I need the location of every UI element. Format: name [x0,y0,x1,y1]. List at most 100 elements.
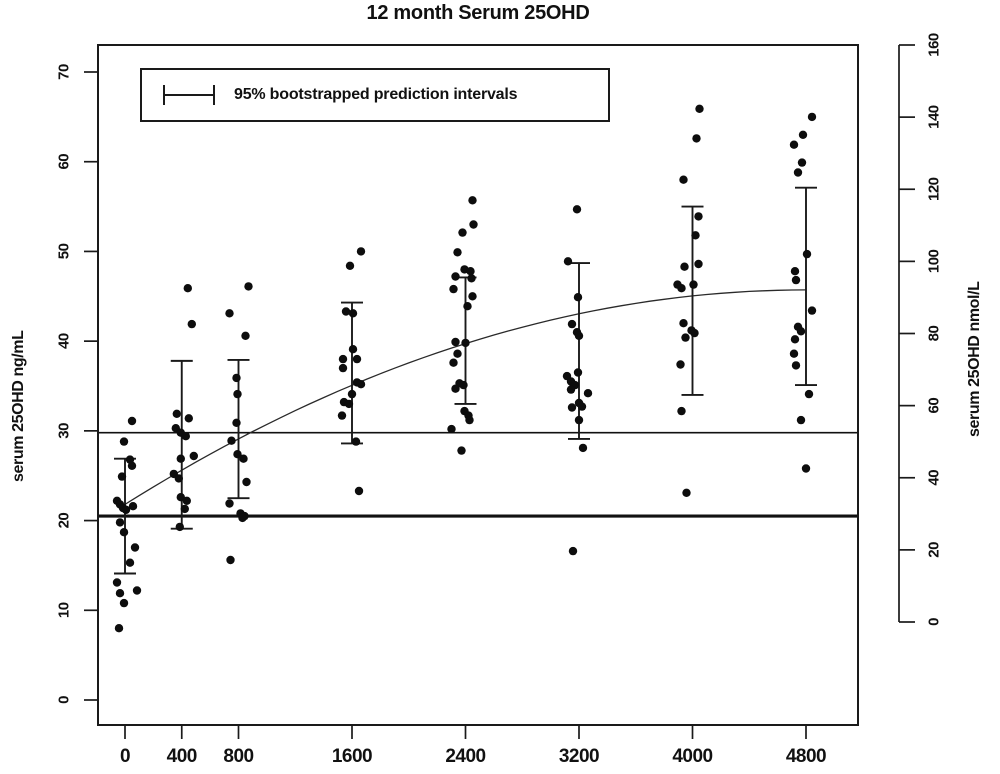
data-point [238,513,247,523]
data-point [467,274,476,283]
data-point [119,528,129,537]
data-point [695,104,704,114]
data-point [681,333,690,342]
data-point [689,280,698,289]
data-point [233,389,242,399]
data-point [341,307,351,316]
data-point [461,338,470,348]
data-point [801,464,811,473]
x-axis-tick-label: 3200 [559,746,599,767]
data-point [132,586,142,595]
data-point [789,140,799,149]
data-point [453,349,462,358]
data-point [791,275,801,285]
data-point [679,175,688,184]
data-point [227,436,236,445]
data-point [680,262,689,271]
x-axis-tick-label: 4800 [786,746,826,767]
data-point [573,293,583,302]
data-point [798,130,808,139]
y-axis-right-tick-label: 140 [926,105,943,129]
data-point [796,415,806,425]
data-point [451,384,460,393]
data-point [225,309,234,318]
data-point [348,309,358,318]
data-point [239,454,248,463]
data-point [789,349,799,358]
y-axis-left-tick-label: 0 [56,696,73,704]
data-point [457,446,466,455]
data-point [463,302,472,311]
data-point [563,257,573,266]
data-point [337,411,347,420]
y-axis-left-tick-label: 40 [56,333,73,349]
x-axis-tick-label: 1600 [332,746,372,767]
chart-title: 12 month Serum 25OHD [366,2,590,24]
data-point [127,461,137,470]
y-axis-left-tick-label: 70 [56,64,73,80]
legend-label: 95% bootstrapped prediction intervals [234,86,518,103]
y-axis-left-tick-label: 50 [56,243,73,259]
data-point [574,331,584,340]
data-point [338,354,348,364]
data-point [112,578,122,587]
legend: 95% bootstrapped prediction intervals [140,68,610,122]
y-axis-right-tick-label: 40 [926,470,943,486]
data-point [690,328,699,338]
data-point [577,402,587,411]
data-point [796,327,806,336]
data-point [121,505,131,514]
y-axis-right-tick-label: 60 [926,398,943,414]
data-point [469,220,478,229]
data-point [691,231,700,240]
y-axis-right-tick-label: 120 [926,177,943,201]
data-point [232,373,241,383]
data-point [573,368,583,377]
data-point [184,414,193,423]
y-axis-left-tick-label: 30 [56,423,73,439]
data-point [453,248,462,257]
data-point [694,212,703,221]
data-point [449,358,458,367]
data-point [128,502,138,511]
y-axis-right-tick-label: 20 [926,542,943,558]
y-axis-left-tick-label: 60 [56,154,73,170]
y-axis-right-tick-label: 80 [926,326,943,342]
data-point [677,284,686,293]
y-axis-left-tick-label: 20 [56,513,73,529]
data-point [354,486,364,496]
data-point [692,134,701,143]
left-axis-title: serum 25OHD ng/mL [10,330,27,482]
data-point [348,345,358,354]
data-point [351,437,361,446]
data-point [804,389,814,399]
x-axis-tick-label: 0 [120,746,130,767]
data-point [568,546,578,556]
data-point [790,267,800,276]
data-point [578,443,588,453]
data-point [130,543,140,552]
data-point [797,158,807,167]
data-point [447,424,456,434]
data-point [459,380,468,390]
data-point [241,331,250,340]
data-point [175,522,184,532]
data-point [449,284,458,294]
data-point [677,406,686,416]
data-point [225,499,234,508]
error-bar-icon [163,85,215,105]
data-point [119,437,129,446]
data-point [182,496,191,505]
data-point [466,267,475,276]
y-axis-right-tick-label: 0 [926,618,943,626]
data-point [451,337,460,347]
data-point [125,558,135,567]
data-point [451,272,460,281]
data-point [791,361,801,370]
data-point [793,168,803,177]
y-axis-right-tick-label: 100 [926,249,943,273]
y-axis-right-tick-label: 160 [926,33,943,57]
data-point [347,389,357,399]
data-point [180,504,189,514]
